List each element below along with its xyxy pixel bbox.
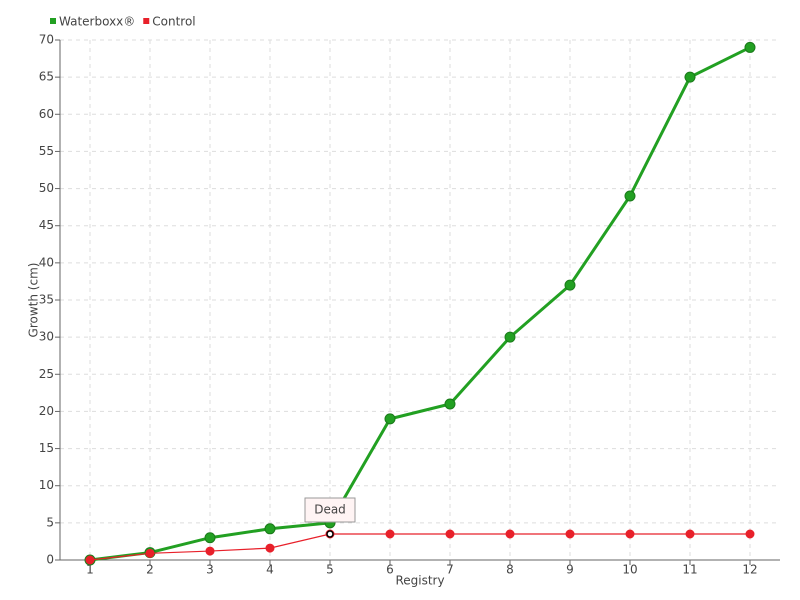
- x-tick-label: 4: [266, 563, 274, 577]
- data-point: [265, 543, 275, 553]
- series-line: [89, 533, 750, 561]
- data-point: [145, 548, 155, 558]
- data-point: [744, 41, 756, 53]
- y-tick-label: 5: [46, 515, 54, 529]
- y-tick-label: 60: [39, 107, 54, 121]
- data-point: [264, 523, 276, 535]
- x-tick-label: 1: [86, 563, 94, 577]
- x-axis-label: Registry: [395, 574, 444, 588]
- x-tick-label: 7: [446, 563, 454, 577]
- data-point: [85, 555, 95, 565]
- y-tick-label: 50: [39, 181, 54, 195]
- annotation-box: [304, 497, 356, 523]
- y-tick-label: 70: [39, 33, 54, 47]
- y-tick-label: 25: [39, 367, 54, 381]
- data-point: [445, 529, 455, 539]
- series-line: [89, 46, 751, 562]
- x-tick-label: 9: [566, 563, 574, 577]
- y-tick-label: 10: [39, 478, 54, 492]
- data-point: [385, 529, 395, 539]
- data-point: [505, 529, 515, 539]
- x-tick-label: 6: [386, 563, 394, 577]
- data-point: [384, 413, 396, 425]
- y-tick-label: 0: [46, 553, 54, 567]
- legend-swatch: [50, 18, 56, 24]
- data-point: [564, 279, 576, 291]
- y-tick-label: 35: [39, 293, 54, 307]
- legend-swatch: [143, 18, 150, 24]
- x-tick-label: 8: [506, 563, 514, 577]
- data-point: [745, 529, 755, 539]
- data-point: [565, 529, 575, 539]
- annotation-marker: [326, 530, 334, 538]
- y-tick-label: 15: [39, 441, 54, 455]
- data-point: [684, 71, 696, 83]
- data-point: [204, 532, 216, 544]
- x-tick-label: 2: [146, 563, 154, 577]
- data-point: [624, 190, 636, 202]
- y-tick-label: 30: [39, 330, 54, 344]
- y-axis-label: Growth (cm): [27, 263, 41, 338]
- data-point: [205, 546, 215, 556]
- x-tick-label: 11: [682, 563, 697, 577]
- data-point: [504, 331, 516, 343]
- legend-label: Waterboxx®: [59, 15, 135, 29]
- annotation-text: Dead: [314, 503, 346, 517]
- y-tick-label: 55: [39, 144, 54, 158]
- data-point: [685, 529, 695, 539]
- y-tick-label: 65: [39, 70, 54, 84]
- x-tick-label: 10: [622, 563, 637, 577]
- y-tick-label: 40: [39, 255, 54, 269]
- data-point: [444, 398, 456, 410]
- y-tick-label: 20: [39, 404, 54, 418]
- x-tick-label: 5: [326, 563, 334, 577]
- x-tick-label: 3: [206, 563, 214, 577]
- data-point: [625, 529, 635, 539]
- y-tick-label: 45: [39, 218, 54, 232]
- legend-label: Control: [152, 15, 195, 29]
- x-tick-label: 12: [742, 563, 757, 577]
